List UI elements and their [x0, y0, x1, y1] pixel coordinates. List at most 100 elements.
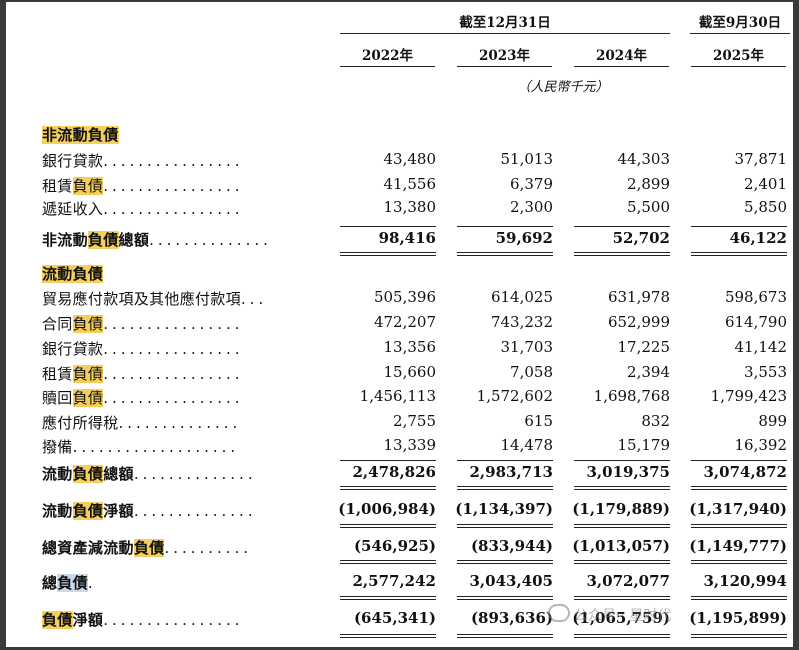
dot-leader: ..............: [133, 465, 257, 483]
total-double-rule: [691, 599, 787, 600]
cell-value: 2,394: [627, 363, 670, 381]
row-label-highlight: 負債: [87, 231, 119, 249]
total-double-rule: [574, 560, 670, 561]
row-label-highlight: 負債: [57, 574, 88, 592]
dot-leader: ................: [103, 152, 244, 170]
subtotal-rule: [691, 460, 787, 461]
total-double-rule: [691, 486, 787, 487]
subtotal-rule: [457, 460, 553, 461]
row-label-suffix: 總額: [118, 231, 150, 249]
total-double-rule: [340, 489, 436, 490]
cell-value: 3,019,375: [586, 463, 670, 481]
total-double-rule: [340, 486, 436, 487]
cell-value: 46,122: [729, 229, 787, 247]
cell-value: 899: [758, 412, 787, 430]
row-label: 總負債.: [42, 572, 97, 593]
total-double-rule: [574, 486, 670, 487]
header-year-2024: 2024年: [595, 48, 648, 64]
header-sep30-rule: [690, 33, 790, 34]
total-double-rule: [574, 527, 670, 528]
row-label-text: 銀行貸款: [42, 152, 104, 170]
total-double-rule: [457, 252, 553, 253]
cell-value: 3,553: [744, 363, 787, 381]
total-double-rule: [457, 524, 553, 525]
total-double-rule: [340, 527, 436, 528]
cell-value: 7,058: [510, 363, 553, 381]
cell-value: 2,755: [393, 412, 436, 430]
cell-value: 3,120,994: [703, 572, 787, 590]
row-label-text: 租賃: [42, 177, 73, 195]
subtotal-rule: [340, 226, 436, 227]
cell-value: 13,356: [383, 338, 437, 356]
row-label-text: 贖回: [42, 389, 73, 407]
total-double-rule: [691, 637, 787, 638]
total-double-rule: [691, 255, 787, 256]
cell-value: 15,179: [617, 436, 671, 454]
total-double-rule: [457, 599, 553, 600]
row-label-text: 總資產減流動: [42, 539, 134, 557]
row-label: 租賃負債................: [42, 175, 244, 196]
cell-value: 13,339: [383, 436, 437, 454]
dot-leader: ................: [103, 315, 244, 333]
row-label-text: 合同: [42, 315, 73, 333]
cell-value: 31,703: [500, 338, 554, 356]
cell-value: (546,925): [353, 537, 436, 555]
row-label-text: 非流動: [42, 231, 88, 249]
row-label-text: 撥備: [42, 438, 73, 456]
total-double-rule: [457, 527, 553, 528]
row-label-highlight: 負債: [72, 389, 104, 407]
total-double-rule: [574, 252, 670, 253]
cell-value: 52,702: [612, 229, 670, 247]
row-label-text: 貿易應付款項及其他應付款項: [42, 290, 241, 308]
total-double-rule: [574, 524, 670, 525]
year-rule-2023: [457, 66, 552, 67]
cell-value: 2,983,713: [469, 463, 553, 481]
row-label-text: 遞延收入: [42, 200, 104, 218]
cell-value: 98,416: [378, 229, 436, 247]
row-label: 流動負債總額..............: [42, 463, 257, 484]
total-double-rule: [340, 596, 436, 597]
row-label: 銀行貸款................: [42, 338, 244, 359]
cell-value: 1,572,602: [476, 387, 553, 405]
dot-leader: ..............: [149, 231, 272, 249]
cell-value: 505,396: [373, 288, 436, 306]
cell-value: 3,074,872: [703, 463, 787, 481]
cell-value: (1,006,984): [338, 500, 436, 518]
row-label: 應付所得稅..............: [42, 412, 241, 433]
row-label: 負債淨額................: [42, 609, 244, 630]
watermark: 公众号 · 星时代: [548, 604, 671, 625]
total-double-rule: [574, 599, 670, 600]
dot-leader: ..........: [164, 539, 253, 557]
cell-value: 614,025: [490, 288, 553, 306]
dot-leader: ................: [103, 365, 244, 383]
row-label-text: 銀行貸款: [42, 340, 104, 358]
total-double-rule: [574, 563, 670, 564]
cell-value: (1,013,057): [572, 537, 670, 555]
cell-value: 2,899: [627, 175, 670, 193]
section-title-non-current: 非流動負債: [42, 126, 119, 144]
cell-value: 59,692: [495, 229, 553, 247]
year-rule-2022: [340, 66, 435, 67]
cell-value: 2,478,826: [352, 463, 436, 481]
header-year-2025: 2025年: [712, 48, 765, 64]
subtotal-rule: [340, 460, 436, 461]
row-label: 贖回負債................: [42, 387, 244, 408]
header-sep30: 截至9月30日: [698, 15, 782, 31]
cell-value: 44,303: [617, 150, 671, 168]
total-double-rule: [340, 563, 436, 564]
cell-value: (893,636): [470, 609, 553, 627]
total-double-rule: [574, 255, 670, 256]
row-label: 非流動負債總額..............: [42, 229, 272, 250]
header-dec31: 截至12月31日: [459, 15, 551, 31]
row-label-highlight: 負債: [72, 502, 104, 520]
cell-value: 2,401: [744, 175, 787, 193]
cell-value: 1,799,423: [710, 387, 787, 405]
cell-value: 2,300: [510, 198, 553, 216]
dot-leader: ...: [240, 290, 268, 308]
cell-value: 652,999: [607, 313, 670, 331]
cell-value: 37,871: [734, 150, 788, 168]
year-rule-2024: [574, 66, 669, 67]
row-label: 總資產減流動負債..........: [42, 537, 252, 558]
row-label: 流動負債淨額..............: [42, 500, 257, 521]
cell-value: 51,013: [500, 150, 554, 168]
